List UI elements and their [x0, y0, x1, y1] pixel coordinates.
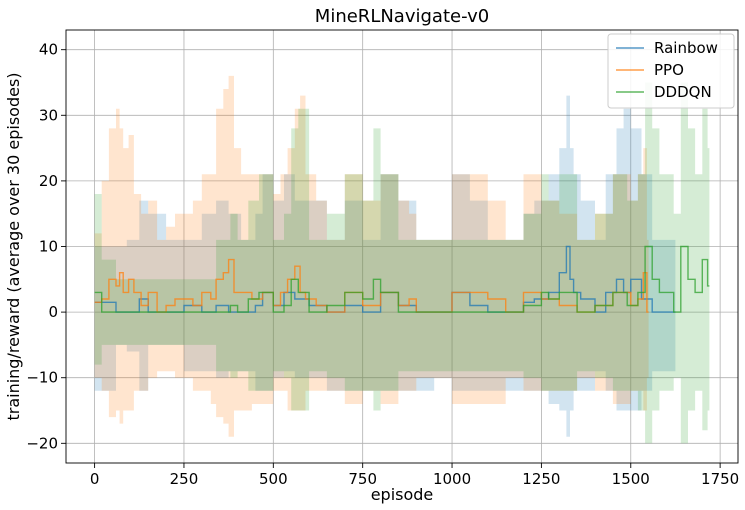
- y-tick-label: −10: [26, 369, 58, 387]
- line-dddqn: [94, 245, 710, 313]
- chart-title: MineRLNavigate-v0: [315, 6, 489, 27]
- confidence-bands: [94, 75, 710, 444]
- y-tick-label: 30: [39, 106, 58, 124]
- legend: Rainbow PPO DDDQN: [607, 33, 735, 109]
- band-ppo: [94, 75, 649, 437]
- legend-label-dddqn: DDDQN: [654, 83, 712, 101]
- band-rainbow: [94, 95, 676, 437]
- legend-label-rainbow: Rainbow: [654, 39, 718, 57]
- y-tick-label: 20: [39, 172, 58, 190]
- x-tick-label: 0: [90, 470, 100, 488]
- x-axis-label: episode: [371, 485, 434, 504]
- x-tick-label: 250: [170, 470, 199, 488]
- y-tick-label: 40: [39, 41, 58, 59]
- y-tick-label: 0: [48, 303, 58, 321]
- legend-label-ppo: PPO: [654, 61, 684, 79]
- y-tick-label: −20: [26, 434, 58, 452]
- band-dddqn: [94, 82, 710, 444]
- x-axis-ticks: 0 250 500 750 1000 1250 1500 1750: [90, 463, 739, 488]
- legend-box: [607, 33, 735, 109]
- y-axis-ticks: −20 −10 0 10 20 30 40: [26, 41, 66, 452]
- y-axis-label: training/reward (average over 30 episode…: [4, 72, 23, 420]
- x-tick-label: 1500: [612, 470, 650, 488]
- x-tick-label: 1750: [701, 470, 739, 488]
- y-tick-label: 10: [39, 238, 58, 256]
- x-tick-label: 1000: [433, 470, 471, 488]
- x-tick-label: 1250: [522, 470, 560, 488]
- series-lines: [94, 245, 710, 313]
- x-tick-label: 750: [348, 470, 377, 488]
- x-tick-label: 500: [259, 470, 288, 488]
